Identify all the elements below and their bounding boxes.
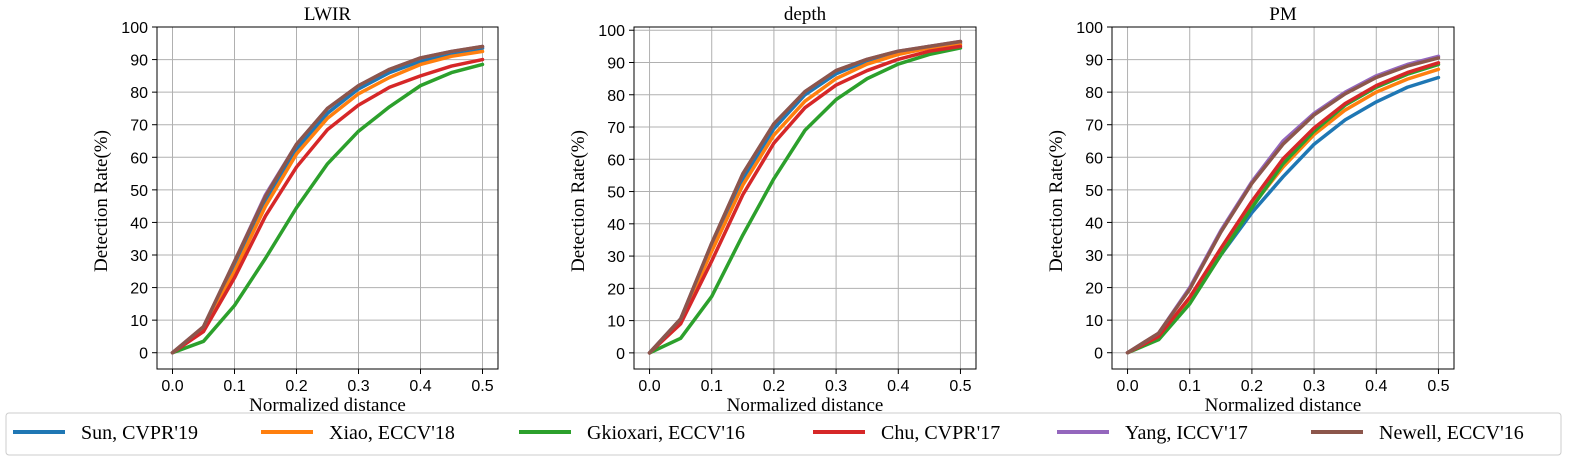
y-tick-label: 10	[607, 314, 625, 331]
y-tick-label: 40	[130, 215, 148, 232]
y-tick-label: 100	[121, 20, 148, 37]
chart-title: PM	[1269, 4, 1297, 25]
legend-label: Xiao, ECCV'18	[329, 422, 455, 444]
y-axis-label: Detection Rate(%)	[91, 130, 112, 272]
series-line-2	[647, 43, 963, 355]
legend-label: Yang, ICCV'17	[1125, 422, 1248, 444]
legend-frame	[5, 412, 1562, 456]
y-tick-label: 40	[607, 217, 625, 234]
x-tick-label: 0.1	[701, 378, 723, 395]
y-tick-label: 100	[1076, 20, 1103, 37]
y-tick-label: 80	[130, 85, 148, 102]
y-axis-label: Detection Rate(%)	[1046, 130, 1067, 272]
legend-label: Newell, ECCV'16	[1379, 422, 1524, 444]
x-axis-label: Normalized distance	[727, 395, 884, 416]
series-line-4	[1125, 61, 1441, 355]
legend: Sun, CVPR'19 Xiao, ECCV'18 Gkioxari, ECCV'…	[5, 412, 1562, 456]
plot-frame	[633, 26, 977, 370]
x-tick-label: 0.0	[1116, 378, 1138, 395]
y-tick-label: 90	[607, 55, 625, 72]
x-axis-label: Normalized distance	[249, 395, 406, 416]
y-tick-label: 50	[1085, 183, 1103, 200]
y-tick-label: 50	[607, 185, 625, 202]
y-tick-label: 60	[607, 152, 625, 169]
x-tick-label: 0.4	[1365, 378, 1387, 395]
y-tick-label: 90	[1085, 53, 1103, 70]
series-line-3	[170, 62, 485, 355]
plot-frame	[156, 26, 499, 370]
y-tick-label: 20	[1085, 281, 1103, 298]
y-tick-label: 30	[1085, 248, 1103, 265]
y-tick-label: 30	[607, 249, 625, 266]
chart-panel-1: LWIR 0.0 0.1 0.2 0.3 0.4 0.5 0 10 20 30 40 50 60 70 80 9…	[91, 4, 499, 416]
legend-label: Chu, CVPR'17	[881, 422, 1000, 444]
legend-label: Gkioxari, ECCV'16	[587, 422, 745, 444]
y-tick-label: 100	[598, 23, 625, 40]
y-tick-label: 50	[130, 183, 148, 200]
y-tick-label: 60	[1085, 150, 1103, 167]
series-line-2	[170, 49, 485, 355]
y-tick-label: 0	[616, 346, 625, 363]
chart-title: depth	[784, 4, 827, 25]
series-line-3	[647, 46, 963, 355]
y-tick-label: 30	[130, 248, 148, 265]
series-line-6	[1125, 56, 1441, 355]
y-tick-label: 70	[130, 118, 148, 135]
y-tick-label: 40	[1085, 215, 1103, 232]
x-tick-label: 0.3	[347, 378, 369, 395]
x-tick-label: 0.2	[1241, 378, 1263, 395]
series-line-5	[647, 39, 963, 355]
chart-title: LWIR	[304, 4, 351, 25]
chart-panel-3: PM 0.0 0.1 0.2 0.3 0.4 0.5 0 10 20 30 40 50 60 70 80 90 1…	[1046, 4, 1455, 416]
y-tick-label: 80	[607, 88, 625, 105]
x-tick-label: 0.0	[638, 378, 660, 395]
y-tick-label: 90	[130, 53, 148, 70]
series-line-4	[647, 44, 963, 355]
x-tick-label: 0.4	[887, 378, 909, 395]
x-tick-label: 0.5	[949, 378, 971, 395]
x-tick-label: 0.2	[763, 378, 785, 395]
series-line-6	[170, 44, 485, 355]
y-tick-label: 10	[1085, 313, 1103, 330]
x-tick-label: 0.4	[409, 378, 431, 395]
y-tick-label: 10	[130, 313, 148, 330]
y-tick-label: 60	[130, 150, 148, 167]
x-tick-label: 0.5	[471, 378, 493, 395]
x-tick-label: 0.5	[1427, 378, 1449, 395]
y-tick-label: 70	[607, 120, 625, 137]
chart-panel-2: depth 0.0 0.1 0.2 0.3 0.4 0.5 0 10 20 30 40 50 60 70 80…	[568, 4, 977, 416]
y-tick-label: 80	[1085, 85, 1103, 102]
y-tick-label: 20	[607, 281, 625, 298]
x-axis-label: Normalized distance	[1205, 395, 1362, 416]
series-line-4	[170, 57, 485, 355]
x-tick-label: 0.1	[1179, 378, 1201, 395]
y-tick-label: 20	[130, 281, 148, 298]
legend-label: Sun, CVPR'19	[81, 422, 198, 444]
x-tick-label: 0.3	[825, 378, 847, 395]
x-tick-label: 0.3	[1303, 378, 1325, 395]
x-tick-label: 0.0	[161, 378, 183, 395]
plot-frame	[1111, 26, 1455, 370]
series-line-6	[647, 39, 963, 355]
y-tick-label: 0	[1094, 346, 1103, 363]
x-tick-label: 0.1	[223, 378, 245, 395]
y-axis-label: Detection Rate(%)	[568, 130, 589, 272]
x-tick-label: 0.2	[285, 378, 307, 395]
y-tick-label: 70	[1085, 118, 1103, 135]
y-tick-label: 0	[139, 346, 148, 363]
